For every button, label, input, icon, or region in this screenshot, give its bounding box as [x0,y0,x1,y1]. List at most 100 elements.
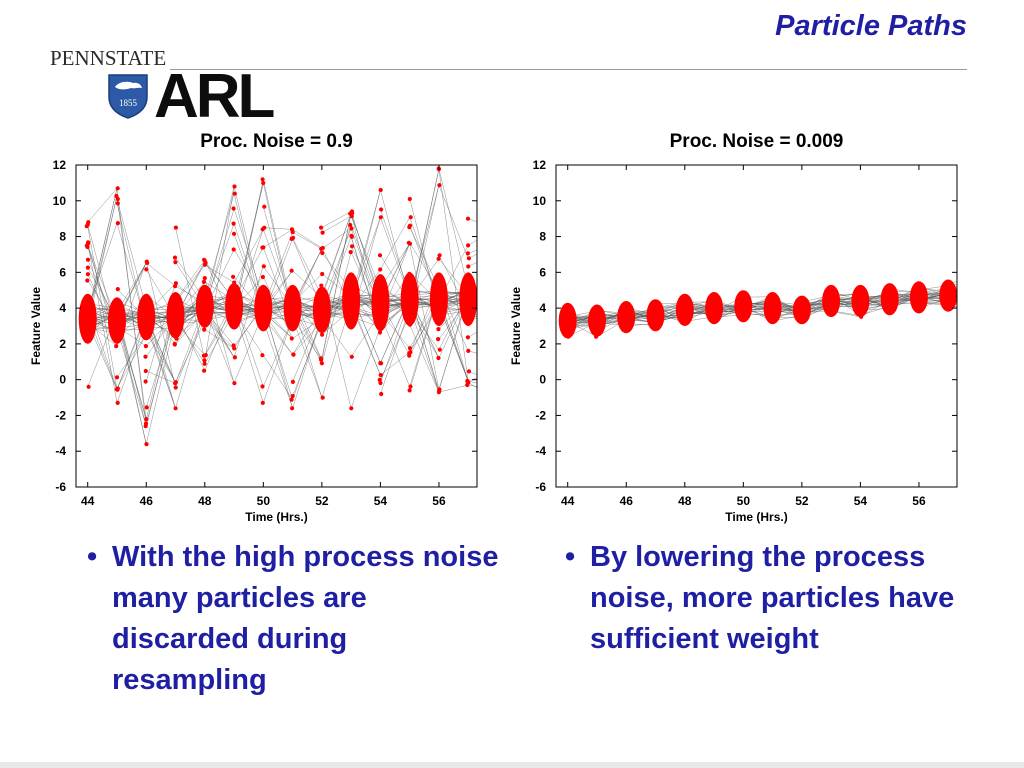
particle-point [407,271,412,276]
particle-point [115,221,120,226]
particle-point [115,186,120,191]
particle-path [321,211,352,228]
particle-point [566,334,571,339]
particle-point [260,353,265,358]
particle-path [87,188,118,314]
particle-points [558,279,958,339]
particle-point [114,375,120,380]
particle-point [379,391,384,397]
plot-frame [75,164,478,488]
particle-point [261,294,266,299]
particle-path [438,384,469,393]
particle-point [173,385,178,390]
particle-point [85,301,90,306]
particle-path [204,186,235,308]
particle-point [349,244,355,249]
particle-path [468,384,478,387]
particle-point [406,312,412,317]
particle-point [86,240,91,245]
particle-point [115,335,120,340]
particle-path [292,231,323,250]
bullet-list-right: By lowering the process noise, more part… [562,537,962,660]
particle-point [320,324,325,329]
particle-path [146,370,176,384]
particle-point [320,321,325,326]
x-tick-label: 56 [912,494,926,508]
particle-path [233,208,264,299]
y-tick-label: 12 [53,158,67,172]
particle-point [465,379,470,384]
particle-point [290,316,296,321]
particle-point [231,274,236,279]
particle-point [349,354,354,359]
particle-point [260,400,265,405]
particle-point [407,353,412,358]
x-axis-label: Time (Hrs.) [725,510,787,524]
particle-point [377,253,383,258]
x-axis-label: Time (Hrs.) [245,510,307,524]
pennstate-logo: PENNSTATE [50,46,167,70]
particle-point [173,299,178,305]
particle-path [263,320,293,409]
particle-point [85,332,90,337]
particle-point [712,315,717,320]
x-tick-label: 50 [737,494,751,508]
particle-point [114,303,119,308]
particle-point [320,271,325,277]
particle-point [377,282,383,287]
particle-point [203,306,208,312]
particle-point [916,298,921,303]
particle-path [380,217,410,270]
particle-point [407,241,413,246]
particle-point [289,336,294,341]
particle-point [85,244,90,250]
particle-point [406,287,412,292]
particle-point [467,293,472,298]
particle-points [78,166,478,447]
particle-point [262,204,267,209]
y-tick-label: 6 [59,265,66,279]
particle-point [349,299,354,304]
particle-point [115,331,120,336]
particle-point [86,384,91,389]
particle-point [202,262,207,267]
particle-path [116,188,147,427]
particle-path [380,351,410,376]
particle-point [231,298,236,303]
particle-point [144,267,149,272]
particle-point [466,348,471,353]
particle-point [320,395,325,400]
particle-point [946,300,952,305]
particle-point [917,293,922,299]
particle-point [320,311,325,316]
particle-point [437,295,442,300]
particle-point [202,302,207,307]
particle-point [232,184,237,189]
particle-point [172,341,177,346]
particle-point [466,287,471,292]
chart-low-noise: Proc. Noise = 0.009 12 10 8 6 4 2 0 -2 -4 -6 44 46 48… [508,125,1018,530]
particle-path [233,186,264,308]
particle-point [231,321,236,326]
particle-path [438,169,469,382]
particle-path [145,324,176,409]
particle-point [348,283,353,288]
particle-path [146,332,176,383]
particle-point [231,206,236,211]
particle-path [263,318,293,403]
particle-point [886,293,892,298]
particle-point [407,225,412,230]
x-tick-label: 56 [432,494,446,508]
particle-path [263,276,293,339]
particle-path [263,355,293,400]
particle-path [87,188,118,223]
particle-point [114,306,119,312]
particle-path [204,264,235,283]
particle-point [319,225,324,230]
particle-point [565,314,570,319]
particle-point [289,236,294,241]
particle-point [652,323,657,328]
x-tick-label: 52 [795,494,809,508]
particle-point [144,405,149,410]
particle-point [800,310,805,315]
